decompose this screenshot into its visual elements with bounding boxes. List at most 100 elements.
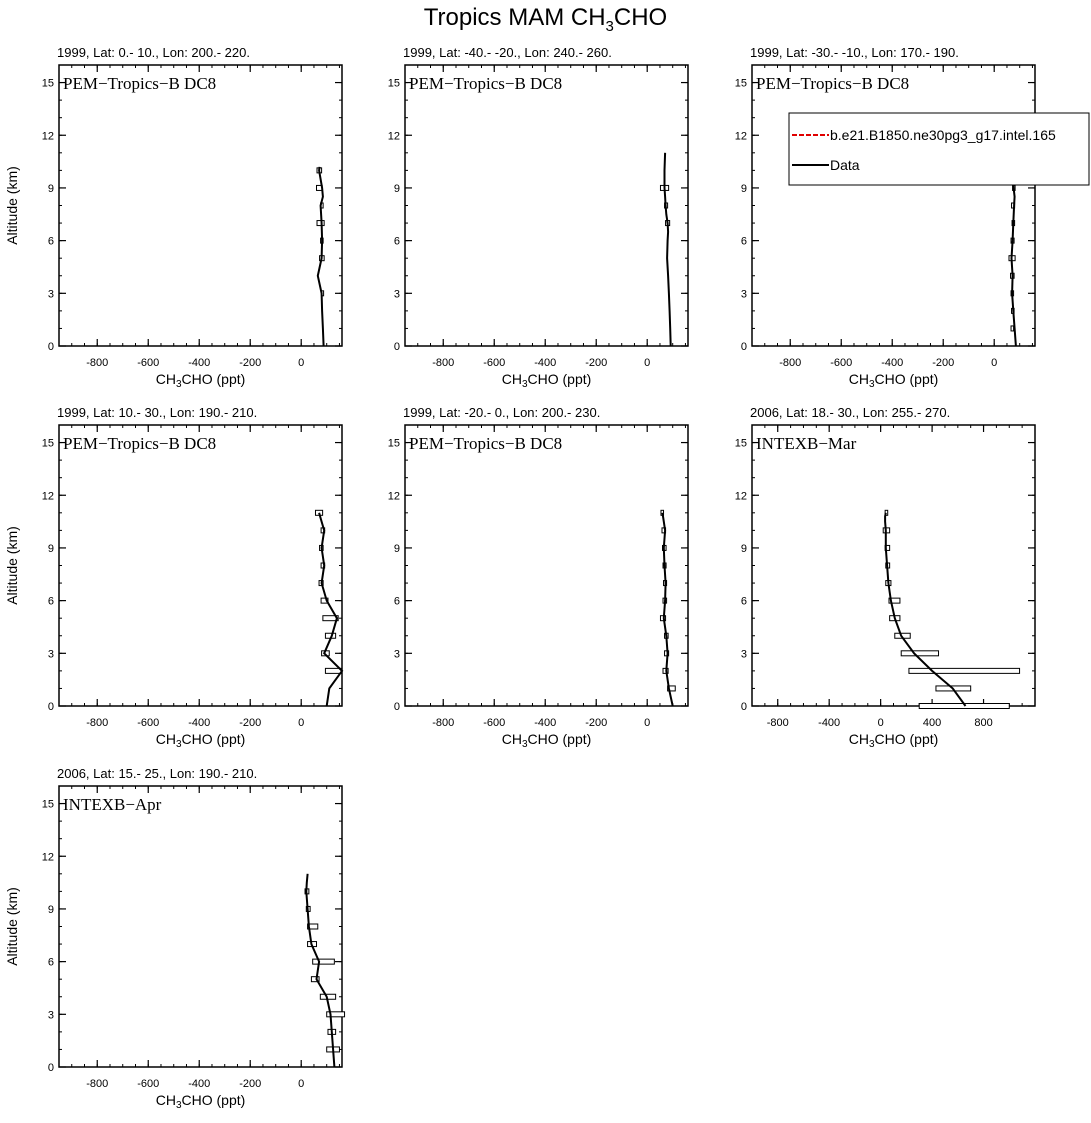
legend-label: Data: [830, 157, 860, 173]
x-tick-label: -200: [585, 357, 607, 369]
y-tick-label: 12: [388, 130, 400, 142]
x-axis-label: CH3CHO (ppt): [156, 731, 246, 750]
panel-title: 1999, Lat: -20.- 0., Lon: 200.- 230.: [403, 405, 600, 420]
y-tick-label: 9: [394, 543, 400, 555]
y-tick-label: 12: [735, 130, 747, 142]
x-tick-label: -800: [432, 357, 454, 369]
x-tick-label: -400: [534, 717, 556, 729]
y-tick-label: 12: [42, 490, 54, 502]
x-tick-label: 0: [644, 357, 650, 369]
y-tick-label: 6: [48, 957, 54, 969]
x-tick-label: -400: [188, 357, 210, 369]
campaign-label: PEM−Tropics−B DC8: [63, 74, 216, 93]
panel-4: 0 3 6 9 12 15 -800 -600 -400 -200 0 1999, Lat: 10.-…: [4, 405, 344, 750]
y-tick-label: 3: [741, 288, 747, 300]
campaign-label: INTEXB−Apr: [63, 795, 162, 814]
y-tick-label: 3: [394, 288, 400, 300]
y-tick-label: 6: [394, 596, 400, 608]
data-range-bar: [326, 1011, 346, 1018]
x-tick-label: 400: [923, 717, 941, 729]
y-tick-label: 9: [741, 543, 747, 555]
y-tick-label: 0: [394, 701, 400, 713]
y-tick-label: 9: [394, 183, 400, 195]
y-tick-label: 15: [388, 438, 400, 450]
x-tick-label: -200: [239, 1078, 261, 1090]
x-tick-label: 0: [878, 717, 884, 729]
panel-title: 2006, Lat: 18.- 30., Lon: 255.- 270.: [750, 405, 950, 420]
x-tick-label: -400: [881, 357, 903, 369]
panel-title: 1999, Lat: 10.- 30., Lon: 190.- 210.: [57, 405, 257, 420]
legend: b.e21.B1850.ne30pg3_g17.intel.165 Data: [788, 112, 1090, 186]
panel-frame: [58, 64, 343, 347]
x-tick-label: -400: [534, 357, 556, 369]
panel-7: 0 3 6 9 12 15 -800 -600 -400 -200 0 2006, Lat: 15.-…: [4, 766, 346, 1111]
x-axis-label: CH3CHO (ppt): [502, 371, 592, 390]
panel-1: 0 3 6 9 12 15 -800 -600 -400 -200 0 1999, Lat: 0.- …: [4, 45, 343, 390]
panel-title: 1999, Lat: 0.- 10., Lon: 200.- 220.: [57, 45, 250, 60]
x-axis-label: CH3CHO (ppt): [849, 731, 939, 750]
campaign-label: PEM−Tropics−B DC8: [409, 74, 562, 93]
y-tick-label: 6: [741, 236, 747, 248]
panel-title: 1999, Lat: -40.- -20., Lon: 240.- 260.: [403, 45, 612, 60]
y-tick-label: 6: [48, 236, 54, 248]
campaign-label: PEM−Tropics−B DC8: [409, 434, 562, 453]
data-range-bar: [320, 597, 329, 604]
y-tick-label: 0: [48, 1062, 54, 1074]
data-range-bar: [307, 923, 319, 930]
x-tick-label: -200: [239, 357, 261, 369]
data-range-bar: [908, 667, 1021, 674]
x-axis-label: CH3CHO (ppt): [502, 731, 592, 750]
data-range-bar: [310, 976, 320, 983]
y-tick-label: 9: [48, 543, 54, 555]
x-axis-label: CH3CHO (ppt): [849, 371, 939, 390]
y-tick-label: 3: [741, 648, 747, 660]
y-tick-label: 15: [735, 78, 747, 90]
figure-title-subscript: 3: [605, 17, 614, 35]
x-axis-label: CH3CHO (ppt): [156, 1092, 246, 1111]
y-axis-label: Altitude (km): [4, 166, 20, 245]
legend-label: b.e21.B1850.ne30pg3_g17.intel.165: [830, 127, 1056, 143]
panel-title: 1999, Lat: -30.- -10., Lon: 170.- 190.: [750, 45, 959, 60]
panel-title: 2006, Lat: 15.- 25., Lon: 190.- 210.: [57, 766, 257, 781]
panel-frame: [404, 64, 689, 347]
y-tick-label: 0: [394, 341, 400, 353]
y-tick-label: 3: [48, 1009, 54, 1021]
y-tick-label: 15: [42, 78, 54, 90]
figure-title: Tropics MAM CH3CHO: [0, 2, 1091, 43]
y-tick-label: 3: [48, 288, 54, 300]
y-tick-label: 9: [741, 183, 747, 195]
x-tick-label: -200: [239, 717, 261, 729]
x-tick-label: -600: [483, 357, 505, 369]
data-line: [663, 152, 672, 347]
y-tick-label: 6: [394, 236, 400, 248]
x-tick-label: 0: [644, 717, 650, 729]
panel-3: 0 3 6 9 12 15 -800 -600 -400 -200 0 1999, Lat: -30.…: [735, 45, 1090, 390]
data-range-bar: [1010, 325, 1015, 332]
y-tick-label: 6: [741, 596, 747, 608]
figure-title-tail: CHO: [613, 4, 668, 31]
campaign-label: PEM−Tropics−B DC8: [756, 74, 909, 93]
y-tick-label: 9: [48, 904, 54, 916]
x-tick-label: -600: [830, 357, 852, 369]
y-axis-label: Altitude (km): [4, 887, 20, 966]
y-tick-label: 6: [48, 596, 54, 608]
y-tick-label: 15: [388, 78, 400, 90]
x-tick-label: -200: [585, 717, 607, 729]
x-tick-label: -800: [432, 717, 454, 729]
x-axis-label: CH3CHO (ppt): [156, 371, 246, 390]
x-tick-label: -800: [86, 1078, 108, 1090]
x-tick-label: -600: [137, 717, 159, 729]
panel-2: 0 3 6 9 12 15 -800 -600 -400 -200 0 1999, Lat: -40.…: [388, 45, 689, 390]
data-line: [884, 512, 967, 707]
data-range-bar: [667, 685, 676, 692]
x-tick-label: -600: [137, 357, 159, 369]
y-tick-label: 15: [42, 438, 54, 450]
data-line: [316, 166, 325, 347]
y-tick-label: 15: [42, 799, 54, 811]
y-tick-label: 0: [48, 341, 54, 353]
panel-frame: [404, 424, 689, 707]
x-tick-label: -600: [137, 1078, 159, 1090]
y-tick-label: 0: [741, 701, 747, 713]
x-tick-label: -800: [86, 357, 108, 369]
x-tick-label: -800: [86, 717, 108, 729]
